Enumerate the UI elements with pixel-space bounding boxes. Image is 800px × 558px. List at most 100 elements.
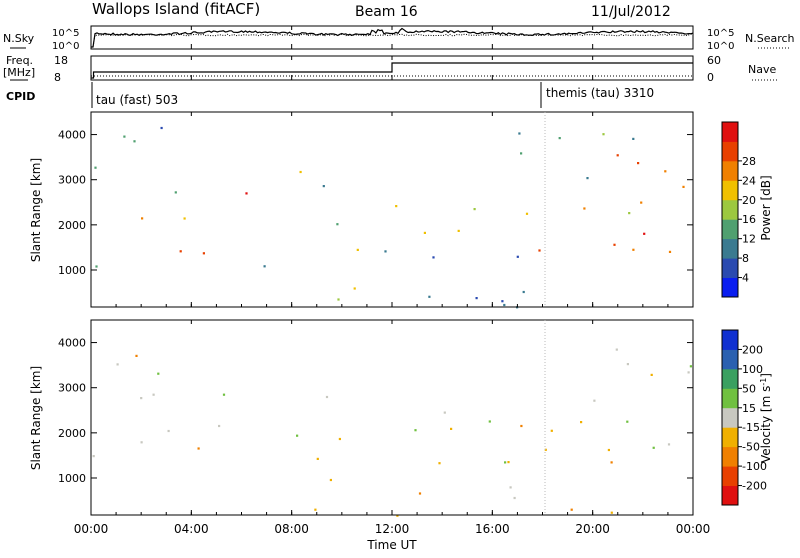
- velocity-colorbar-swatch: [722, 427, 738, 448]
- velocity-colorbar-swatch: [722, 446, 738, 467]
- velocity-colorbar-swatch: [722, 466, 738, 486]
- velocity-echo-cell: [152, 393, 155, 396]
- power-ytick-label: 1000: [58, 264, 86, 277]
- velocity-colorbar-tick-label: 200: [742, 343, 763, 356]
- velocity-echo-cell: [509, 486, 512, 489]
- velocity-echo-cell: [626, 363, 629, 366]
- noise-sky-label: N.Sky: [3, 32, 35, 45]
- noise-ytick-right-high: 10^5: [707, 28, 734, 39]
- velocity-echo-cell: [544, 448, 547, 451]
- velocity-echo-cell: [396, 514, 399, 517]
- velocity-echo-cell: [140, 441, 143, 444]
- velocity-echo-cell: [218, 424, 221, 428]
- power-echo-cell: [473, 208, 476, 211]
- cpid-panel: CPID tau (fast) 503 themis (tau) 3310: [6, 82, 654, 108]
- power-ytick-label: 3000: [58, 174, 86, 187]
- power-echo-cell: [95, 265, 98, 268]
- power-echo-cell: [322, 185, 325, 188]
- power-echo-cell: [395, 205, 398, 208]
- velocity-colorbar-tick-label: -100: [742, 460, 767, 473]
- velocity-echo-cell: [197, 447, 200, 450]
- noise-ytick-right-low: 10^0: [707, 41, 734, 52]
- power-echo-cell: [501, 300, 504, 303]
- velocity-echo-cell: [140, 397, 143, 400]
- power-echo-cell: [356, 248, 359, 251]
- power-echo-cell: [682, 185, 685, 188]
- power-echo-cell: [640, 201, 643, 204]
- velocity-colorbar-label-main: Velocity [m s: [759, 386, 773, 463]
- power-echo-cell: [518, 132, 521, 135]
- velocity-echo-cell: [314, 508, 317, 511]
- velocity-colorbar: -200 -100 -50 -15 15 50 100 200: [721, 329, 767, 506]
- velocity-ytick-label: 3000: [58, 382, 86, 395]
- velocity-echo-cell: [652, 446, 655, 449]
- power-ylabel: Slant Range [km]: [29, 158, 43, 262]
- velocity-echo-cell: [414, 429, 417, 432]
- power-echo-cell: [664, 170, 667, 173]
- power-colorbar-tick-label: 16: [742, 213, 756, 226]
- power-colorbar-tick-label: 8: [742, 252, 749, 265]
- power-echo-cell: [133, 140, 136, 143]
- power-echo-cell: [174, 191, 177, 194]
- power-echo-cell: [503, 303, 506, 307]
- velocity-colorbar-tick-label: 100: [742, 363, 763, 376]
- velocity-echo-cell: [450, 427, 453, 430]
- velocity-ytick-label: 2000: [58, 427, 86, 440]
- velocity-echo-cell: [650, 373, 653, 376]
- power-echo-cell: [632, 137, 635, 140]
- cpid-mode-1: tau (fast) 503: [96, 93, 178, 107]
- frequency-panel: Freq. [MHz] 18 8 60 0 Nave: [3, 54, 778, 84]
- velocity-ytick-label: 1000: [58, 472, 86, 485]
- power-colorbar-label: Power [dB]: [759, 175, 773, 240]
- velocity-echo-cell: [607, 448, 610, 452]
- velocity-colorbar-label: Velocity [m s-1]: [759, 373, 773, 463]
- x-tick-label: 04:00: [174, 522, 209, 536]
- noise-ytick-left-low: 10^0: [52, 41, 79, 52]
- power-echo-cell: [643, 232, 646, 235]
- power-echo-cell: [613, 243, 616, 246]
- date-title: 11/Jul/2012: [591, 4, 671, 20]
- time-axis: 00:00 04:00 08:00 12:00 16:00 20:00 00:00: [74, 26, 710, 536]
- power-colorbar-swatch: [722, 277, 738, 298]
- power-echo-cell: [628, 212, 631, 215]
- power-echo-cell: [538, 249, 541, 252]
- velocity-echo-cell: [593, 399, 596, 402]
- velocity-echo-cell: [667, 443, 671, 446]
- power-echo-cell: [558, 137, 561, 140]
- velocity-echo-cell: [418, 492, 422, 495]
- velocity-echo-cell: [626, 420, 629, 423]
- power-echo-cell: [94, 166, 97, 169]
- velocity-echo-cell: [135, 354, 138, 357]
- power-echo-cell: [141, 217, 144, 220]
- velocity-colorbar-swatch: [722, 368, 738, 389]
- nave-ytick-high: 60: [707, 54, 721, 67]
- velocity-colorbar-label-sup: -1: [759, 378, 768, 386]
- power-echo-cell: [179, 250, 182, 253]
- velocity-echo-cell: [615, 348, 618, 351]
- power-echo-cell: [525, 212, 529, 215]
- power-echo-cell: [432, 256, 435, 259]
- velocity-echo-cell: [520, 424, 523, 428]
- power-panel: 1000 2000 3000 4000 Slant Range [km] 4 8 12 16…: [29, 111, 773, 309]
- frequency-line: [91, 62, 693, 79]
- power-colorbar-tick-label: 12: [742, 233, 756, 246]
- x-tick-label: 20:00: [575, 522, 610, 536]
- power-echo-cell: [520, 152, 523, 155]
- velocity-echo-cell: [325, 395, 329, 399]
- velocity-echo-cell: [550, 429, 553, 432]
- velocity-colorbar-frame: [721, 329, 739, 506]
- power-colorbar: 4 8 12 16 20 24 28: [721, 121, 756, 298]
- velocity-echo-cell: [438, 462, 441, 465]
- power-echo-cell: [668, 250, 672, 253]
- x-axis-label: Time UT: [366, 538, 417, 552]
- power-echo-cell: [160, 126, 163, 130]
- noise-search-label: N.Search: [745, 32, 795, 45]
- x-tick-label: 16:00: [475, 522, 510, 536]
- velocity-echo-cell: [92, 455, 95, 458]
- velocity-echo-cell: [610, 511, 613, 514]
- power-colorbar-tick-label: 24: [742, 174, 756, 187]
- power-echo-cell: [632, 248, 635, 251]
- power-echo-cell: [337, 298, 340, 301]
- power-echo-cell: [263, 265, 266, 268]
- velocity-echo-cell: [329, 478, 332, 482]
